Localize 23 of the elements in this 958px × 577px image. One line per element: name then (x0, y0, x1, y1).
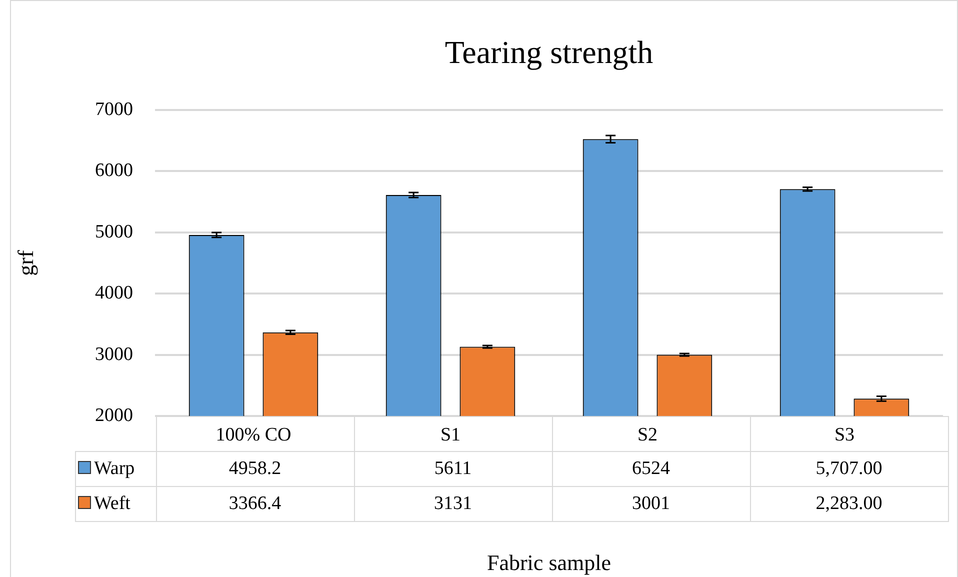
y-tick-label: 4000 (95, 282, 133, 304)
y-tick-label: 3000 (95, 344, 133, 365)
data-label: 4958.2 (156, 452, 354, 486)
x-tick-label: S3 (834, 424, 855, 446)
y-axis-title: grf (12, 250, 38, 276)
data-label: 3131 (354, 486, 552, 522)
data-label: 3366.4 (156, 486, 354, 522)
x-axis-title: Fabric sample (486, 550, 612, 576)
legend-label: Weft (76, 486, 156, 522)
y-tick-label: 5000 (95, 221, 133, 242)
y-tick-label: 2000 (95, 404, 133, 426)
x-tick-label: S2 (637, 424, 658, 446)
data-label: 5,707.00 (750, 452, 948, 486)
data-label: 6524 (552, 452, 750, 486)
data-label: 5611 (354, 452, 552, 486)
data-label: 2,283.00 (750, 486, 948, 522)
x-tick-label: 100% CO (216, 424, 292, 446)
data-label: 3001 (552, 486, 750, 522)
y-tick-label: 6000 (95, 160, 133, 182)
legend-label: Warp (76, 452, 156, 486)
x-tick-label: S1 (440, 424, 461, 446)
y-tick-label: 7000 (95, 98, 133, 120)
chart-title: Tearing strength (444, 34, 654, 71)
